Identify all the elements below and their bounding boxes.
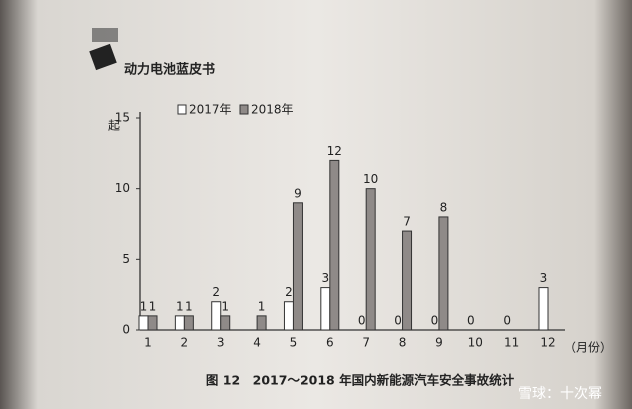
x-tick-label: 6 xyxy=(326,336,334,350)
chart-title: 图 12 2017～2018 年国内新能源汽车安全事故统计 xyxy=(206,373,515,388)
header-title: 动力电池蓝皮书 xyxy=(124,62,215,78)
legend-swatch xyxy=(239,104,249,115)
y-tick-label: 15 xyxy=(115,111,130,125)
data-label: 1 xyxy=(185,299,193,313)
x-tick-label: 10 xyxy=(468,336,483,350)
bar xyxy=(320,287,331,331)
legend-label: 2018年 xyxy=(251,103,294,117)
data-label: 1 xyxy=(140,299,148,313)
data-label: 3 xyxy=(540,271,548,285)
legend-label: 2017年 xyxy=(189,103,232,117)
data-label: 8 xyxy=(440,200,448,214)
x-axis-unit: （月份） xyxy=(564,341,612,355)
data-label: 10 xyxy=(363,172,378,186)
data-label: 1 xyxy=(176,299,184,313)
x-tick-label: 9 xyxy=(435,336,443,350)
data-label: 1 xyxy=(221,299,229,313)
x-tick-label: 11 xyxy=(504,336,519,350)
x-tick-label: 4 xyxy=(253,336,261,350)
data-label: 12 xyxy=(327,144,342,158)
data-label: 0 xyxy=(431,314,439,328)
x-tick-label: 3 xyxy=(217,336,225,350)
bar xyxy=(329,159,340,331)
bar xyxy=(211,301,222,331)
x-tick-label: 2 xyxy=(181,336,189,350)
data-label: 1 xyxy=(149,299,157,313)
data-label: 2 xyxy=(212,285,220,299)
x-tick-label: 1 xyxy=(144,336,152,350)
data-label: 0 xyxy=(503,314,511,328)
bar xyxy=(292,202,303,331)
data-label: 0 xyxy=(394,314,402,328)
y-tick-label: 0 xyxy=(122,323,130,337)
bar xyxy=(174,315,185,331)
bar xyxy=(365,188,376,331)
bar xyxy=(138,315,149,331)
data-label: 2 xyxy=(285,285,293,299)
x-tick-label: 7 xyxy=(362,336,370,350)
x-tick-label: 5 xyxy=(290,336,298,350)
bar xyxy=(438,216,449,331)
legend-swatch xyxy=(177,104,187,115)
bar xyxy=(402,230,413,331)
bar xyxy=(220,315,231,331)
y-tick-label: 10 xyxy=(115,181,130,195)
x-tick-label: 8 xyxy=(399,336,407,350)
bar xyxy=(256,315,267,331)
header-icon xyxy=(89,28,118,71)
bar xyxy=(538,287,549,331)
bar xyxy=(147,315,158,331)
x-tick-label: 12 xyxy=(540,336,555,350)
y-axis-unit: 起 xyxy=(108,119,120,133)
data-label: 3 xyxy=(321,271,329,285)
data-label: 0 xyxy=(467,314,475,328)
watermark: 雪球：十次幂 xyxy=(518,386,602,402)
data-label: 1 xyxy=(258,299,266,313)
bar xyxy=(183,315,194,331)
data-label: 7 xyxy=(403,215,411,229)
bar xyxy=(283,301,294,331)
data-label: 0 xyxy=(358,314,366,328)
data-label: 9 xyxy=(294,186,302,200)
y-tick-label: 5 xyxy=(122,252,130,266)
